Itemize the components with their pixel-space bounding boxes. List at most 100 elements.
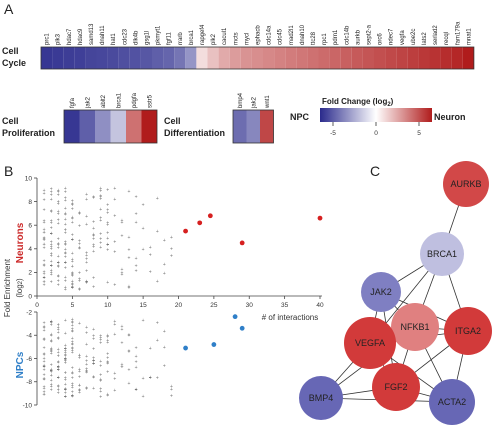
background-point: + — [113, 319, 116, 325]
background-point: + — [142, 394, 145, 400]
node-label-itga2: ITGA2 — [455, 326, 481, 336]
background-point: + — [71, 270, 74, 276]
node-vegfa[interactable] — [344, 317, 396, 369]
background-point: + — [78, 241, 81, 247]
node-itga2[interactable] — [444, 307, 492, 355]
background-point: + — [92, 236, 95, 242]
background-point: + — [71, 264, 74, 270]
background-point: + — [57, 375, 60, 381]
bottom-y-tick--2: -2 — [26, 309, 32, 316]
background-point: + — [57, 263, 60, 269]
node-acta2[interactable] — [429, 379, 475, 425]
heatmap-cell-pdgfa — [126, 110, 142, 143]
background-point: + — [99, 245, 102, 251]
background-point: + — [106, 236, 109, 242]
proliferation-gene-names: fgfa jak2 ablt2 brca1 pdgfa sstr5 — [70, 92, 154, 109]
proliferation-label-1: Cell — [2, 116, 19, 126]
npc-highlight-points — [183, 314, 245, 351]
background-point: + — [50, 221, 53, 227]
node-jak2[interactable] — [361, 272, 401, 312]
background-point: + — [57, 278, 60, 284]
background-point: + — [64, 361, 67, 367]
background-point: + — [64, 394, 67, 400]
heatmap-cell-mcts — [229, 47, 241, 69]
heatmap-cell-hdac9 — [74, 47, 86, 69]
differentiation-heatmap — [232, 109, 274, 144]
heatmap-cell-cdc14b — [340, 47, 352, 69]
background-point: + — [92, 244, 95, 250]
background-point: + — [43, 365, 46, 371]
node-nfkb1[interactable] — [391, 303, 439, 351]
background-point: + — [43, 230, 46, 236]
x-tick-10: 10 — [104, 302, 112, 309]
background-point: + — [43, 242, 46, 248]
panel-c-label: C — [370, 163, 380, 179]
proliferation-heatmap — [63, 109, 158, 144]
heatmap-cell-cacul1 — [218, 47, 230, 69]
background-point: + — [64, 359, 67, 365]
background-point: + — [50, 367, 53, 373]
background-point: + — [99, 218, 102, 224]
differentiation-label-2: Differentiation — [164, 128, 225, 138]
background-point: + — [43, 367, 46, 373]
background-point: + — [57, 350, 60, 356]
background-point: + — [149, 346, 152, 352]
background-point: + — [64, 211, 67, 217]
background-point: + — [78, 388, 81, 394]
gene-name-prc1: prc1 — [45, 33, 51, 45]
background-point: + — [128, 285, 131, 291]
background-point: + — [43, 390, 46, 396]
background-point: + — [50, 245, 53, 251]
x-tick-30: 30 — [246, 302, 254, 309]
background-point: + — [71, 320, 74, 326]
background-point: + — [71, 323, 74, 329]
background-point: + — [85, 268, 88, 274]
background-point: + — [163, 262, 166, 268]
node-bmp4[interactable] — [299, 376, 343, 420]
background-point: + — [71, 216, 74, 222]
gene-name-ttc28: ttc28 — [311, 31, 317, 45]
background-point: + — [43, 376, 46, 382]
background-point: + — [71, 259, 74, 265]
background-point: + — [92, 327, 95, 333]
background-point: + — [71, 257, 74, 263]
background-point: + — [92, 374, 95, 380]
background-point: + — [57, 211, 60, 217]
background-point: + — [135, 354, 138, 360]
bottom-y-tick--10: -10 — [23, 402, 33, 409]
gene-name-rapgef4: rapgef4 — [200, 24, 206, 45]
gene-name-plk2: plk2 — [211, 33, 217, 45]
background-point: + — [64, 318, 67, 324]
background-point: + — [50, 351, 53, 357]
background-point: + — [78, 288, 81, 294]
y-axis-label-units: (log2) — [15, 278, 24, 298]
node-label-nfkb1: NFKB1 — [400, 322, 429, 332]
background-point: + — [50, 270, 53, 276]
background-point: + — [163, 238, 166, 244]
background-point: + — [85, 279, 88, 285]
top-y-tick-10: 10 — [25, 175, 33, 182]
background-point: + — [71, 339, 74, 345]
node-aurkb[interactable] — [443, 161, 489, 207]
background-point: + — [64, 251, 67, 257]
gene-name-cdc14a: cdc14a — [267, 25, 273, 45]
background-point: + — [85, 370, 88, 376]
cell-cycle-label-1: Cell — [2, 46, 19, 56]
background-point: + — [57, 364, 60, 370]
background-point: + — [64, 222, 67, 228]
background-point: + — [113, 197, 116, 203]
highlight-point — [211, 342, 217, 347]
x-tick-5: 5 — [71, 302, 75, 309]
gene-name-rpc1: rpc1 — [322, 33, 328, 45]
background-point: + — [50, 382, 53, 388]
background-point: + — [57, 241, 60, 247]
background-point: + — [85, 359, 88, 365]
heatmap-cell-rrarb — [174, 47, 186, 69]
background-point: + — [113, 377, 116, 383]
network-nodes: AURKB BRCA1 JAK2 NFKB1 ITGA2 VEGFA FGF2 BMP4 ACT… — [299, 161, 492, 425]
node-brca1[interactable] — [420, 232, 464, 276]
background-point: + — [120, 364, 123, 370]
heatmap-cell-ube2c — [407, 47, 419, 69]
background-point: + — [50, 349, 53, 355]
node-fgf2[interactable] — [372, 363, 420, 411]
